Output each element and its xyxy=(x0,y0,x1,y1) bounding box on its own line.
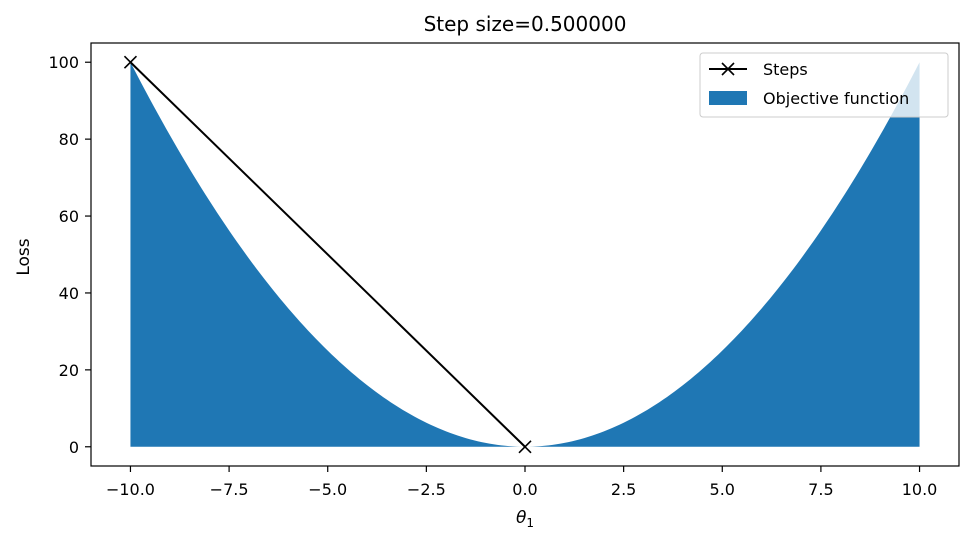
x-axis-label: θ1 xyxy=(516,508,534,530)
objective-function-fill-layer xyxy=(130,62,920,447)
x-tick-label: 0.0 xyxy=(512,480,537,499)
x-tick-label: −2.5 xyxy=(407,480,446,499)
y-tick-label: 80 xyxy=(59,130,79,149)
x-tick-label: −7.5 xyxy=(210,480,249,499)
steps-marker xyxy=(123,55,138,69)
y-tick-label: 0 xyxy=(69,438,79,457)
steps-marker xyxy=(518,440,532,454)
y-tick-label: 20 xyxy=(59,361,79,380)
legend-objective-label: Objective function xyxy=(763,89,909,108)
y-tick-label: 60 xyxy=(59,207,79,226)
legend-steps-marker xyxy=(721,62,735,76)
x-tick-label: −5.0 xyxy=(308,480,347,499)
legend-objective-swatch xyxy=(709,91,747,105)
x-tick-label: 2.5 xyxy=(611,480,636,499)
y-tick-label: 100 xyxy=(48,53,79,72)
steps-line-layer xyxy=(123,55,532,454)
chart-title: Step size=0.500000 xyxy=(424,12,627,36)
y-tick-label: 40 xyxy=(59,284,79,303)
x-tick-label: 7.5 xyxy=(808,480,833,499)
y-axis-ticks: 0 20 40 60 80 100 xyxy=(48,53,91,457)
legend-steps-label: Steps xyxy=(763,60,808,79)
x-tick-label: 5.0 xyxy=(710,480,735,499)
x-axis-label-subscript: 1 xyxy=(526,516,534,530)
legend-box xyxy=(699,52,949,118)
x-axis-ticks: −10.0 −7.5 −5.0 −2.5 0.0 2.5 5.0 7.5 10.0 xyxy=(106,466,937,499)
x-tick-label: 10.0 xyxy=(902,480,938,499)
steps-line xyxy=(129,61,526,448)
objective-function-area xyxy=(130,62,920,447)
legend: Steps Objective function xyxy=(699,52,949,118)
x-tick-label: −10.0 xyxy=(106,480,155,499)
y-axis-label: Loss xyxy=(14,238,34,275)
